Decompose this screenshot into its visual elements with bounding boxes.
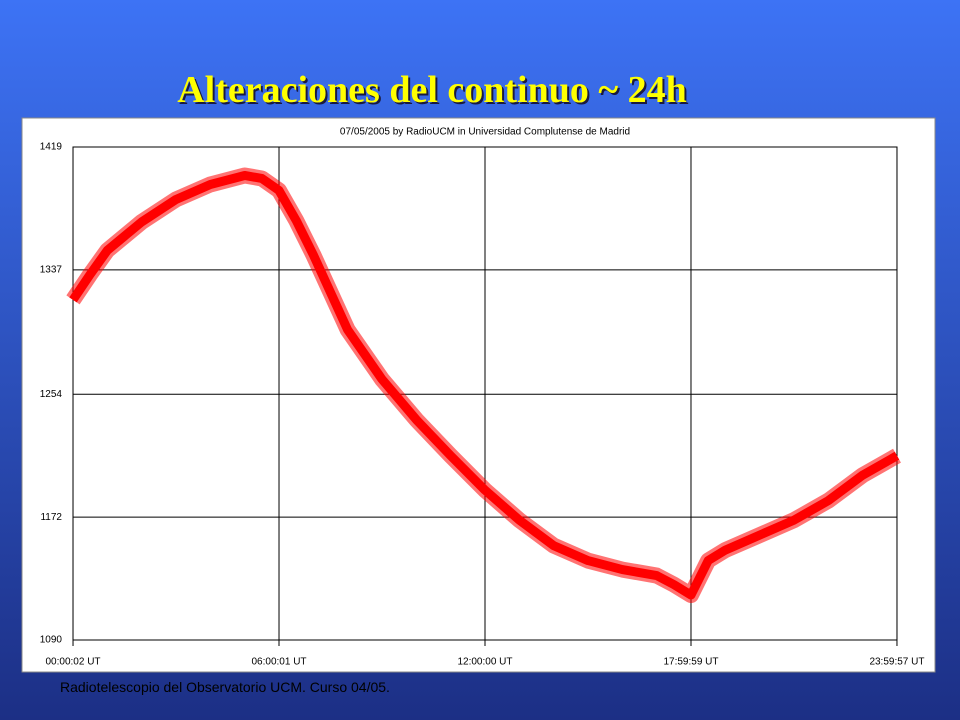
x-tick-label: 12:00:00 UT: [457, 657, 512, 668]
y-tick-label: 1090: [40, 635, 63, 646]
chart-panel: [21, 117, 936, 673]
y-tick-label: 1172: [40, 512, 62, 523]
x-tick-label: 00:00:02 UT: [45, 657, 100, 668]
x-tick-label: 23:59:57 UT: [869, 657, 924, 668]
y-tick-label: 1254: [40, 389, 63, 400]
x-tick-label: 17:59:59 UT: [663, 657, 718, 668]
chart-title: 07/05/2005 by RadioUCM in Universidad Co…: [340, 127, 630, 138]
x-tick-label: 06:00:01 UT: [251, 657, 306, 668]
y-tick-label: 1419: [40, 142, 63, 153]
plot: 1090 1172 1254 1337 1419 00:00:02 UT 06:00:01 …: [40, 142, 925, 668]
y-tick-label: 1337: [40, 265, 63, 276]
title-shadow: Alteraciones del continuo ~ 24h: [179, 71, 689, 113]
slide-title: Alteraciones del continuo ~ 24h: [177, 69, 687, 111]
footer: Radiotelescopio del Observatorio UCM. Cu…: [60, 679, 390, 695]
data-line: [69, 170, 900, 600]
